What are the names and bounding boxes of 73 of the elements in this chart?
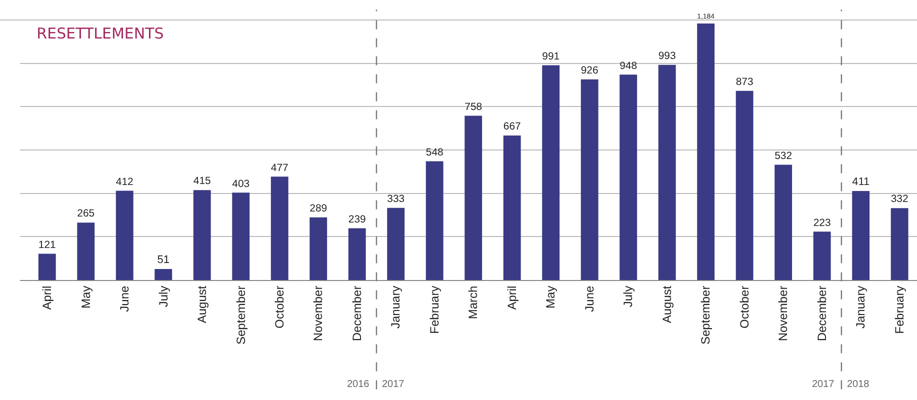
bar	[387, 208, 405, 280]
x-tick-label: November	[311, 286, 326, 342]
x-tick-label: May	[544, 286, 558, 308]
x-tick-label: February	[428, 286, 442, 334]
data-label: 993	[658, 51, 676, 62]
data-label: 289	[310, 204, 328, 215]
data-label: 873	[736, 77, 754, 88]
bar	[310, 217, 328, 280]
text: 2017	[382, 379, 405, 390]
data-label: 239	[348, 214, 366, 226]
bar	[658, 64, 676, 280]
x-tick-label: January	[854, 286, 868, 329]
x-tick-label: January	[388, 286, 403, 329]
bar	[503, 135, 521, 280]
text: 2018	[847, 379, 870, 390]
data-label: 412	[116, 176, 134, 188]
bar	[270, 176, 288, 280]
bar	[620, 74, 638, 280]
x-tick-label: December	[814, 286, 829, 342]
x-tick-label: December	[350, 286, 364, 342]
data-label: 948	[620, 60, 638, 72]
text: 2016	[347, 379, 370, 390]
x-tick-label: April	[504, 286, 519, 310]
data-label: 223	[813, 218, 831, 229]
data-label: 667	[503, 122, 521, 133]
x-tick-label: June	[118, 285, 132, 312]
x-tick-label: September	[234, 286, 248, 345]
data-label: 477	[270, 162, 289, 174]
x-tick-label: May	[78, 286, 93, 308]
data-label: 415	[193, 176, 212, 188]
x-tick-label: August	[660, 285, 674, 324]
bar	[348, 228, 366, 280]
bar	[154, 268, 172, 280]
data-label: 265	[77, 208, 95, 220]
x-tick-label: November	[776, 286, 790, 342]
data-label: 403	[232, 178, 250, 190]
bar	[77, 222, 95, 280]
x-tick-label: March	[466, 286, 480, 320]
bar	[697, 23, 715, 280]
bar	[580, 79, 598, 280]
x-tick-label: June	[582, 285, 596, 312]
bar	[813, 232, 831, 280]
text: 2017	[812, 379, 835, 390]
x-tick-label: October	[272, 286, 287, 328]
data-label: 532	[774, 150, 792, 162]
bar	[890, 208, 908, 280]
bar	[232, 192, 250, 280]
chart-title: RESETTLEMENTS	[36, 24, 164, 42]
data-label: 548	[426, 147, 444, 158]
data-label: 121	[38, 240, 56, 251]
bar	[736, 90, 754, 280]
bar	[116, 190, 134, 280]
x-tick-label: August	[195, 285, 210, 324]
data-label: 333	[387, 194, 405, 205]
data-label: 411	[852, 176, 870, 188]
data-label: 51	[157, 254, 170, 266]
bar	[542, 65, 560, 280]
x-tick-label: September	[698, 286, 713, 345]
x-tick-label: July	[156, 286, 170, 308]
data-label: 758	[464, 102, 482, 113]
data-label: 926	[580, 66, 598, 77]
x-tick-label: October	[737, 286, 752, 328]
x-tick-label: July	[621, 286, 636, 308]
data-label: 991	[542, 51, 560, 62]
x-tick-label: February	[892, 286, 906, 334]
bar	[852, 190, 870, 280]
x-tick-label: April	[40, 286, 54, 310]
data-label: 332	[890, 194, 908, 206]
bar	[193, 190, 211, 280]
bar	[426, 161, 444, 280]
bar	[38, 254, 56, 280]
bar	[774, 164, 792, 280]
bar	[464, 116, 482, 280]
